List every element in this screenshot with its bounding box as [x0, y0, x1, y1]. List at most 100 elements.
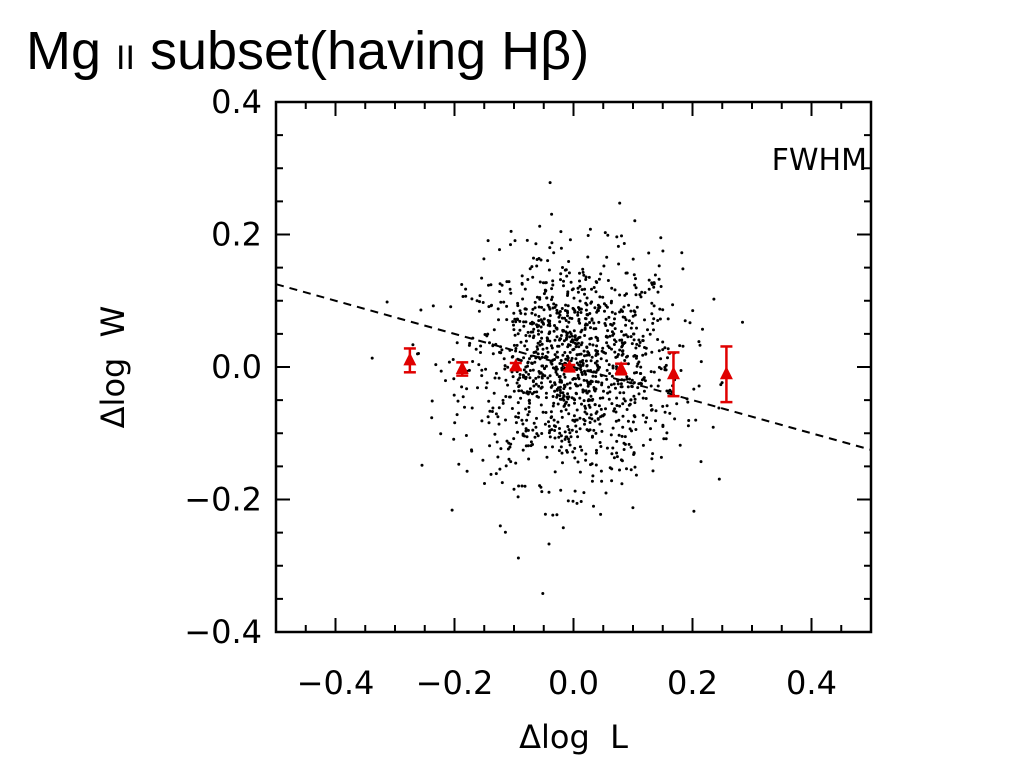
scatter-point	[514, 347, 518, 350]
scatter-point	[648, 438, 652, 442]
scatter-point	[563, 385, 567, 389]
scatter-point	[474, 347, 478, 351]
scatter-point	[554, 370, 558, 374]
scatter-point	[514, 349, 518, 353]
scatter-point	[632, 394, 636, 398]
scatter-point	[508, 445, 512, 449]
scatter-point	[598, 422, 602, 426]
scatter-point	[589, 413, 593, 417]
scatter-point	[596, 417, 600, 421]
scatter-point	[537, 305, 541, 309]
scatter-point	[607, 397, 611, 401]
scatter-point	[555, 373, 559, 376]
scatter-point	[620, 434, 624, 438]
scatter-point	[578, 396, 582, 400]
scatter-point	[619, 458, 623, 462]
scatter-point	[461, 295, 465, 298]
x-tick-label: 0.0	[548, 664, 599, 702]
scatter-point	[524, 370, 528, 374]
scatter-point	[612, 382, 616, 386]
scatter-point	[590, 318, 594, 322]
scatter-point	[534, 350, 538, 354]
scatter-point	[566, 354, 569, 358]
scatter-point	[576, 460, 580, 464]
scatter-point	[523, 287, 527, 291]
scatter-point	[444, 379, 447, 383]
scatter-point	[622, 378, 626, 382]
scatter-point	[578, 284, 582, 288]
scatter-point	[649, 404, 653, 407]
scatter-point	[594, 327, 598, 331]
scatter-point	[602, 413, 606, 416]
scatter-point	[540, 305, 544, 309]
scatter-point	[610, 467, 614, 471]
scatter-point	[516, 415, 520, 419]
scatter-point	[555, 393, 559, 397]
scatter-point	[535, 390, 539, 394]
scatter-point	[565, 450, 569, 454]
scatter-point	[503, 530, 507, 534]
scatter-point	[598, 441, 602, 444]
scatter-point	[491, 406, 495, 410]
scatter-point	[559, 334, 563, 337]
scatter-point	[637, 344, 641, 348]
scatter-point	[514, 461, 518, 465]
scatter-point	[574, 357, 578, 361]
scatter-point	[522, 324, 526, 328]
scatter-point	[632, 338, 636, 342]
scatter-point	[585, 346, 589, 349]
scatter-point	[688, 321, 692, 325]
scatter-point	[592, 504, 595, 508]
scatter-point	[623, 442, 627, 446]
scatter-point	[578, 271, 581, 275]
scatter-point	[524, 339, 528, 343]
scatter-point	[535, 416, 538, 420]
scatter-point	[571, 418, 575, 422]
scatter-point	[512, 343, 516, 347]
mean-triangle-marker	[614, 360, 628, 374]
scatter-point	[686, 400, 690, 404]
scatter-point	[534, 382, 538, 386]
scatter-point	[611, 446, 615, 450]
scatter-point	[481, 458, 485, 462]
scatter-point	[666, 356, 669, 360]
scatter-point	[634, 346, 638, 350]
scatter-point	[486, 415, 490, 419]
scatter-point	[576, 435, 580, 439]
scatter-point	[563, 375, 567, 379]
scatter-point	[620, 349, 624, 353]
scatter-point	[520, 484, 524, 488]
scatter-point	[572, 296, 576, 300]
scatter-point	[552, 418, 556, 422]
scatter-point	[540, 375, 544, 379]
scatter-point	[613, 288, 617, 292]
scatter-point	[506, 383, 510, 387]
scatter-point	[491, 352, 495, 356]
scatter-point	[637, 338, 641, 342]
scatter-point	[597, 320, 601, 324]
scatter-point	[681, 267, 685, 271]
scatter-point	[584, 308, 588, 312]
scatter-point	[580, 370, 584, 374]
scatter-point	[607, 385, 611, 389]
scatter-point	[596, 352, 600, 356]
scatter-point	[592, 386, 596, 389]
scatter-point	[544, 281, 548, 285]
scatter-point	[622, 333, 626, 337]
scatter-point	[434, 363, 438, 367]
scatter-point	[606, 279, 610, 282]
scatter-point	[508, 287, 512, 291]
scatter-point	[621, 402, 625, 406]
scatter-point	[559, 409, 563, 413]
scatter-point	[573, 310, 577, 314]
scatter-point	[545, 336, 549, 340]
scatter-point	[602, 264, 606, 268]
scatter-point	[496, 415, 500, 419]
scatter-point	[513, 239, 517, 243]
scatter-point	[620, 341, 624, 345]
scatter-point	[661, 340, 665, 344]
x-tick-label: −0.2	[416, 664, 494, 702]
scatter-point	[506, 365, 510, 369]
scatter-point	[545, 346, 549, 350]
scatter-point	[664, 368, 668, 372]
